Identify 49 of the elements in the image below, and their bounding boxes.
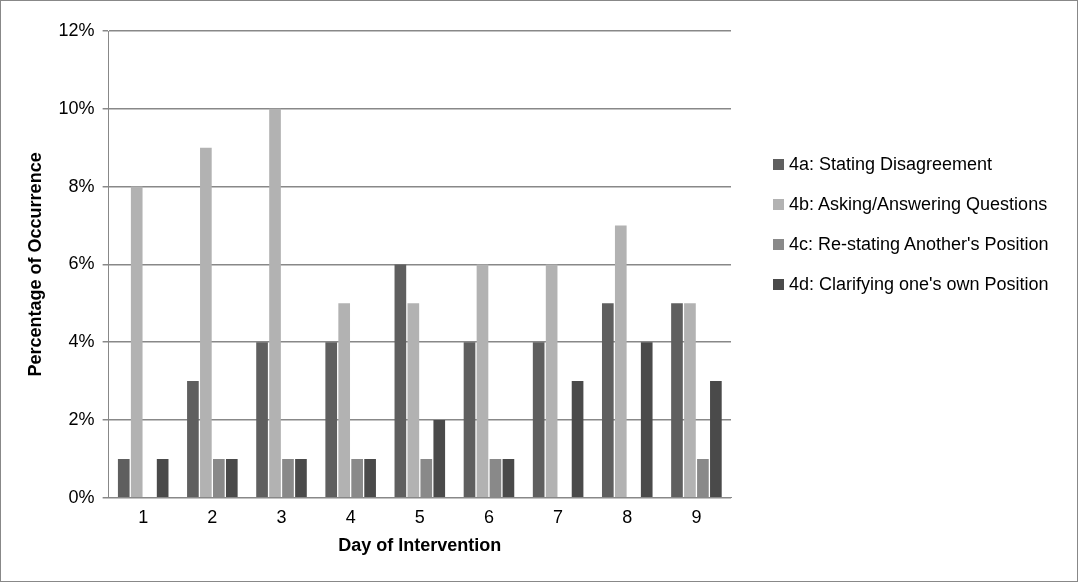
bar (433, 420, 446, 498)
bar (463, 342, 476, 498)
x-tick-label: 1 (138, 506, 149, 527)
bar (325, 342, 338, 498)
x-axis-title: Day of Intervention (338, 535, 502, 556)
bar (200, 147, 212, 498)
bar (269, 108, 281, 498)
x-tick-label: 8 (622, 506, 633, 527)
y-tick-label: 0% (68, 486, 95, 507)
legend-label: 4b: Asking/Answering Questions (789, 193, 1048, 216)
legend-label: 4c: Re-stating Another's Position (789, 233, 1049, 256)
bar (545, 264, 558, 498)
bar (614, 225, 627, 498)
x-tick-label: 9 (691, 506, 702, 527)
x-tick-label: 6 (483, 506, 494, 527)
y-tick-label: 6% (68, 253, 95, 274)
y-tick-label: 10% (58, 97, 95, 118)
bar (710, 381, 722, 498)
bar (671, 303, 683, 498)
bar (156, 458, 169, 498)
x-tick-label: 4 (345, 506, 356, 527)
bar (256, 342, 268, 498)
y-tick-label: 2% (68, 408, 95, 429)
y-tick-label: 8% (68, 175, 95, 196)
bar (601, 303, 614, 498)
bar (130, 186, 143, 498)
bar (407, 303, 420, 498)
x-tick-label: 2 (207, 506, 218, 527)
x-tick-label: 7 (553, 506, 564, 527)
bar (364, 458, 376, 498)
legend-label: 4d: Clarifying one's own Position (789, 273, 1049, 296)
bar (476, 264, 489, 498)
y-tick-label: 4% (68, 331, 95, 352)
bar (187, 381, 199, 498)
bar (502, 458, 515, 498)
y-axis-title: Percentage of Occurrence (24, 152, 45, 377)
bar (571, 381, 584, 498)
bar (640, 342, 653, 498)
legend-label: 4a: Stating Disagreement (789, 153, 993, 176)
x-tick-label: 3 (276, 506, 287, 527)
bar (394, 264, 407, 498)
y-tick-label: 12% (58, 19, 95, 40)
bar (225, 458, 238, 498)
x-tick-label: 5 (414, 506, 425, 527)
bar (338, 303, 351, 498)
bar (684, 303, 696, 498)
bar (532, 342, 545, 498)
bar (117, 458, 130, 498)
bar (295, 458, 307, 498)
